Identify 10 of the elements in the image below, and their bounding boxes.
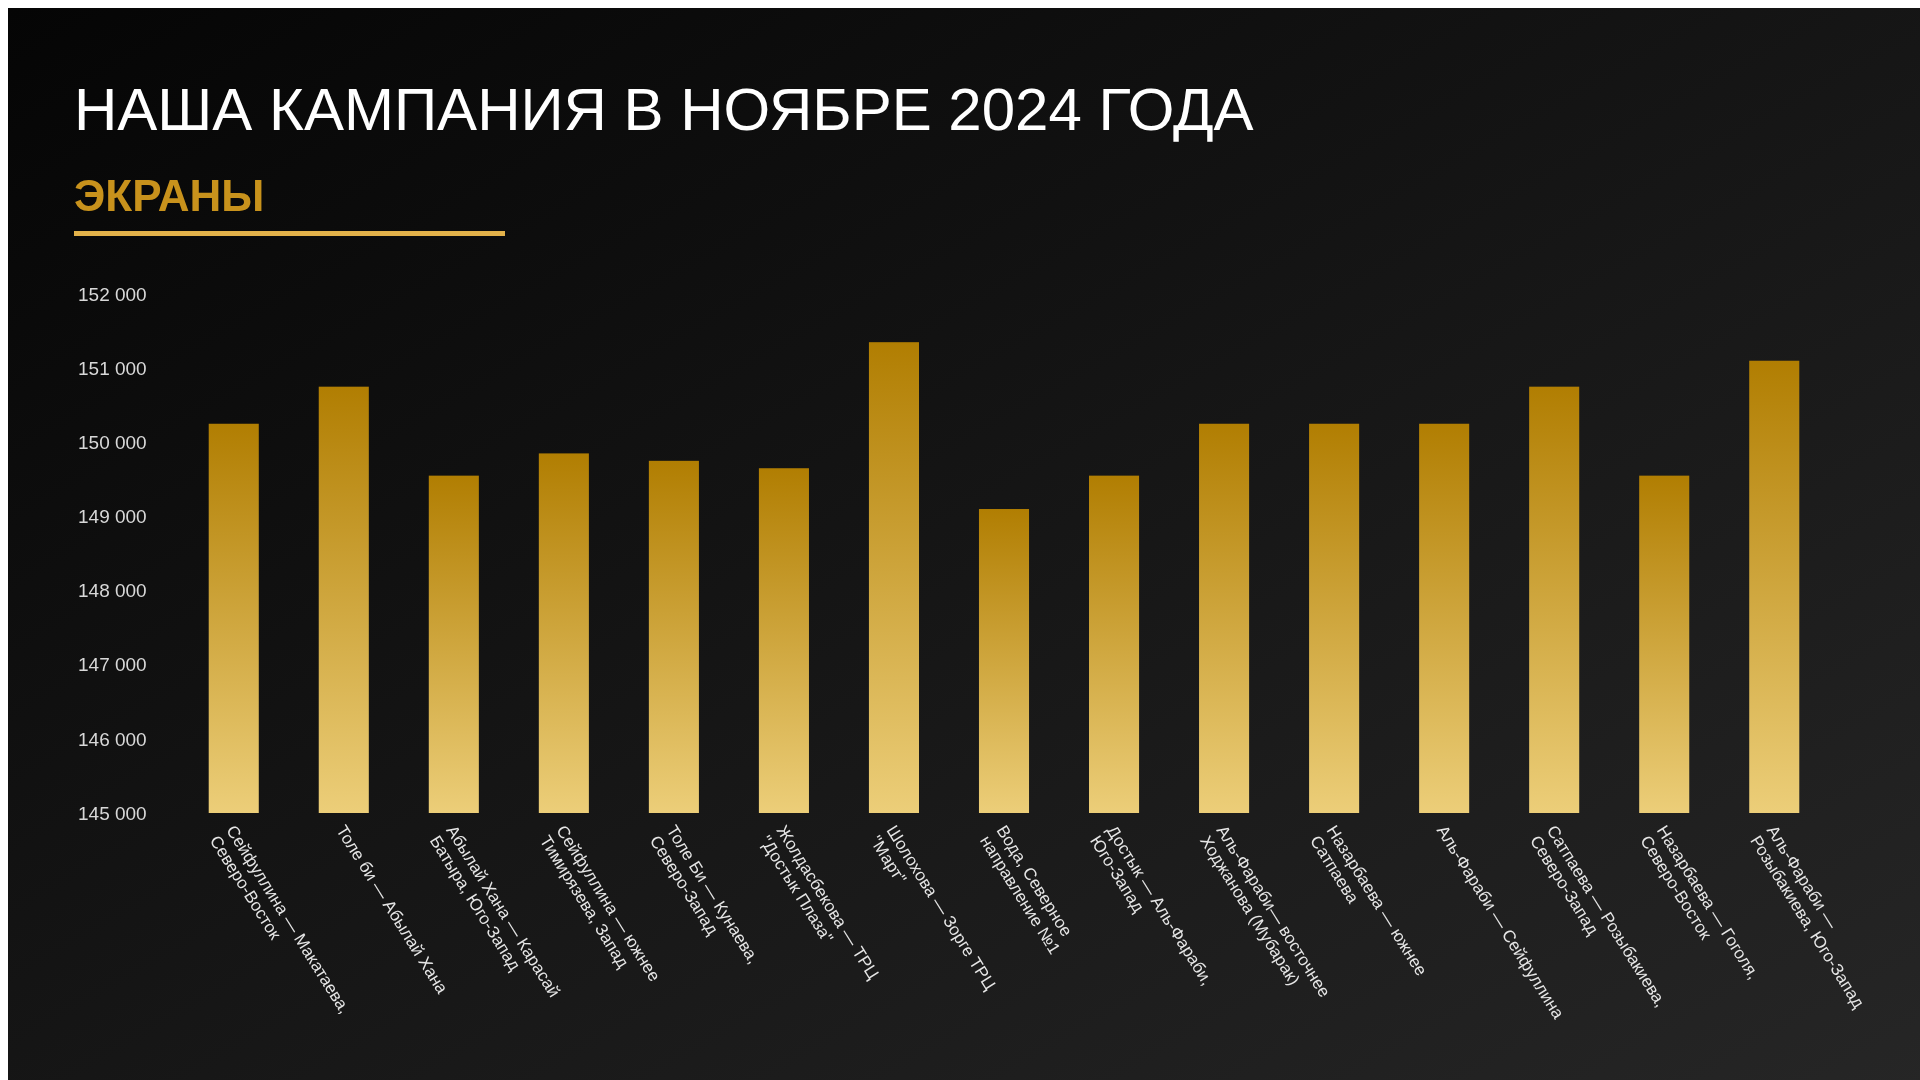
y-tick-label: 145 000 <box>78 802 147 824</box>
chart-title: НАША КАМПАНИЯ В НОЯБРЕ 2024 ГОДА <box>74 76 1254 143</box>
y-tick-label: 148 000 <box>78 580 147 602</box>
y-tick-label: 147 000 <box>78 654 147 676</box>
y-tick-label: 150 000 <box>78 431 147 453</box>
y-tick-label: 149 000 <box>78 506 147 528</box>
y-tick-label: 146 000 <box>78 728 147 750</box>
y-tick-label: 151 000 <box>78 357 147 379</box>
y-tick-label: 152 000 <box>78 283 147 305</box>
chart-subtitle: ЭКРАНЫ <box>74 171 265 220</box>
